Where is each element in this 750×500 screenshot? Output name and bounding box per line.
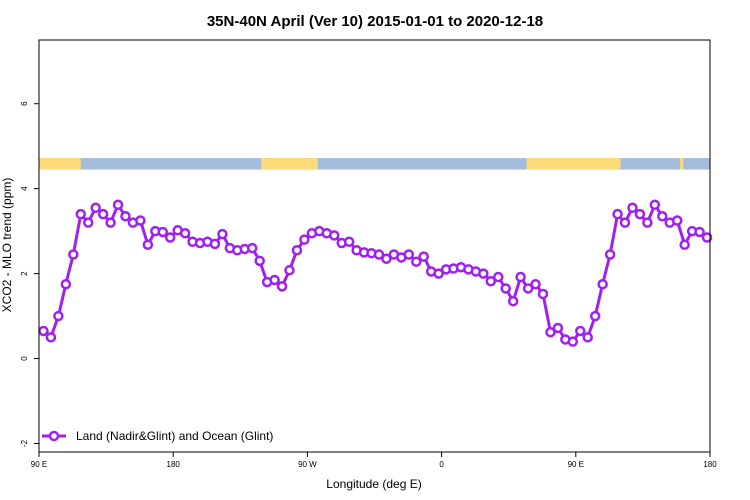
- data-point: [433, 268, 444, 279]
- data-point: [619, 217, 631, 228]
- data-point: [589, 310, 601, 322]
- data-point: [507, 295, 519, 307]
- landmask-band: [39, 158, 710, 170]
- data-point: [701, 232, 713, 243]
- data-point: [53, 310, 64, 322]
- data-point: [112, 199, 124, 211]
- data-point: [164, 232, 176, 243]
- data-point: [343, 236, 355, 248]
- x-tick-label: 90 W: [298, 460, 317, 469]
- x-axis: 90 E 180 90 W 0 90 E 180: [31, 452, 717, 469]
- data-point: [381, 253, 392, 264]
- data-point: [642, 217, 653, 228]
- data-point: [328, 230, 340, 241]
- x-tick-label: 90 E: [568, 460, 584, 469]
- data-point: [418, 251, 429, 262]
- land-band: [680, 158, 684, 170]
- data-point: [373, 249, 385, 260]
- data-point: [97, 208, 109, 220]
- data-point: [515, 271, 526, 283]
- data-point: [545, 326, 556, 338]
- data-point: [582, 332, 593, 343]
- data-point: [485, 276, 497, 287]
- data-point: [597, 278, 608, 290]
- data-point: [75, 208, 87, 220]
- data-point: [522, 283, 534, 294]
- data-point: [269, 274, 280, 286]
- data-point: [530, 278, 541, 290]
- data-point: [291, 244, 303, 256]
- data-point: [403, 249, 415, 260]
- data-point: [157, 226, 169, 238]
- data-point: [60, 278, 72, 290]
- data-point: [537, 288, 549, 300]
- data-point: [45, 332, 57, 343]
- legend: Land (Nadir&Glint) and Ocean (Glint): [42, 429, 273, 443]
- series-line: [42, 203, 708, 344]
- data-point: [142, 239, 154, 250]
- data-point: [612, 208, 623, 220]
- data-point: [90, 202, 101, 214]
- x-axis-label: Longitude (deg E): [326, 477, 421, 491]
- x-tick-label: 0: [439, 460, 444, 469]
- x-tick-label: 180: [703, 460, 717, 469]
- data-point: [552, 322, 564, 334]
- data-point: [38, 325, 49, 337]
- land-band: [39, 158, 81, 170]
- y-tick-label: 4: [20, 186, 29, 191]
- data-point: [120, 211, 131, 222]
- legend-marker-swatch: [48, 430, 60, 442]
- plot-frame: [38, 39, 711, 453]
- data-point: [604, 249, 616, 260]
- chart-title: 35N-40N April (Ver 10) 2015-01-01 to 202…: [207, 13, 543, 30]
- data-point: [671, 215, 683, 226]
- y-tick-label: 2: [20, 271, 29, 276]
- data-point: [493, 271, 504, 283]
- data-point: [657, 211, 668, 222]
- data-point: [627, 202, 638, 214]
- data-point: [82, 217, 94, 228]
- legend-entry: Land (Nadir&Glint) and Ocean (Glint): [76, 429, 273, 443]
- data-point: [209, 238, 221, 250]
- data-point: [179, 228, 191, 239]
- data-point: [254, 255, 265, 267]
- data-point: [478, 268, 489, 279]
- y-axis-label: XCO2 - MLO trend (ppm): [0, 178, 14, 313]
- series-layer: [38, 199, 713, 347]
- data-point: [411, 256, 422, 267]
- data-point: [567, 336, 579, 347]
- y-tick-label: 6: [20, 101, 29, 106]
- data-point: [68, 249, 79, 260]
- ocean-band: [39, 158, 710, 170]
- y-tick-label: 0: [20, 356, 29, 361]
- data-point: [634, 208, 646, 220]
- land-band: [261, 158, 318, 170]
- y-tick-label: -2: [20, 439, 29, 447]
- data-point: [500, 283, 511, 294]
- data-point: [575, 325, 586, 337]
- data-point: [135, 215, 146, 226]
- land-band: [526, 158, 621, 170]
- data-point: [284, 264, 295, 276]
- data-point: [299, 234, 310, 245]
- data-point: [694, 226, 705, 238]
- y-axis: -2 0 2 4 6: [20, 101, 39, 447]
- data-point: [217, 228, 228, 240]
- x-tick-label: 90 E: [31, 460, 47, 469]
- data-point: [649, 199, 661, 211]
- data-point: [105, 217, 116, 228]
- x-tick-label: 180: [167, 460, 181, 469]
- data-point: [679, 239, 690, 250]
- data-point: [276, 281, 288, 292]
- data-point: [246, 242, 258, 254]
